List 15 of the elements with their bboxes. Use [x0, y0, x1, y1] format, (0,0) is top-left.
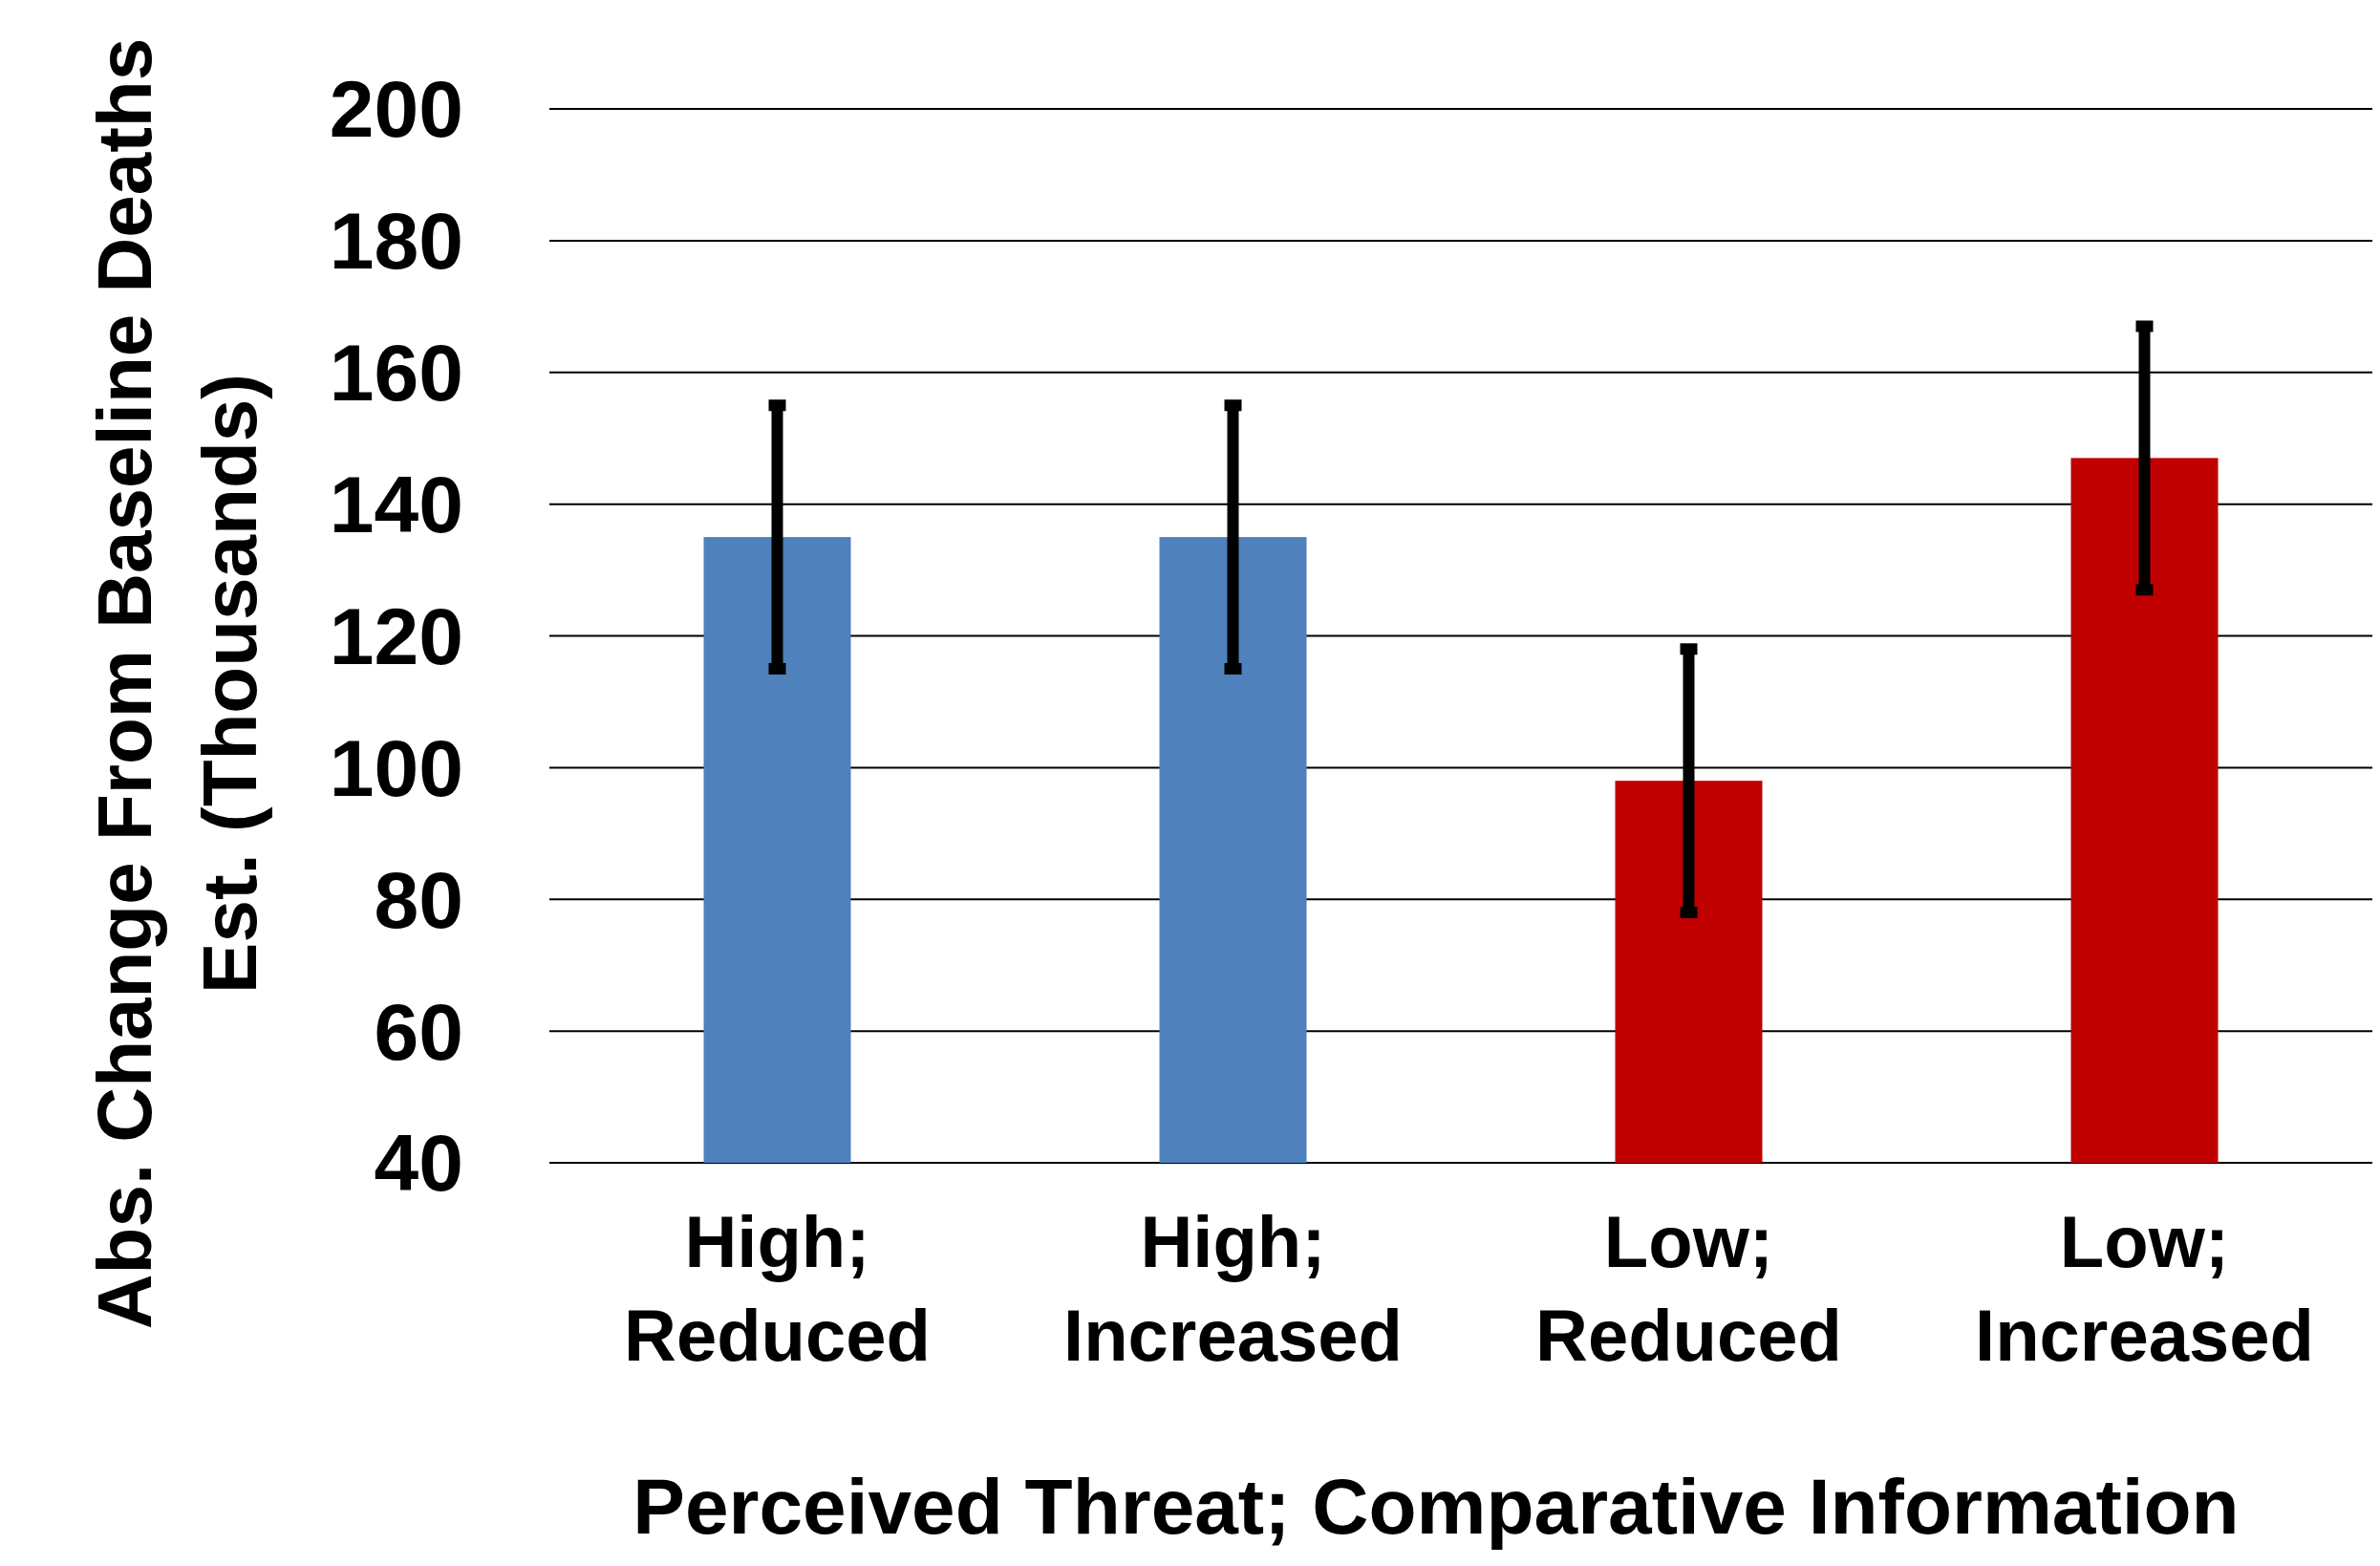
x-tick-label: Low; Increased — [1975, 1201, 2314, 1376]
y-tick-label: 60 — [374, 986, 463, 1077]
x-tick-label: High; Reduced — [624, 1201, 931, 1376]
y-tick-label: 40 — [374, 1118, 463, 1209]
y-tick-label: 140 — [329, 460, 463, 550]
y-tick-label: 200 — [329, 64, 463, 155]
x-axis-title: Perceived Threat; Comparative Information — [633, 1463, 2240, 1550]
y-tick-label: 120 — [329, 590, 463, 681]
y-tick-label: 180 — [329, 196, 463, 287]
y-tick-label: 160 — [329, 328, 463, 418]
y-tick-label: 100 — [329, 722, 463, 813]
x-tick-label: High; Increased — [1063, 1201, 1403, 1376]
y-tick-label: 80 — [374, 854, 463, 945]
x-tick-label: Low; Reduced — [1535, 1201, 1842, 1376]
y-axis-title: Abs. Change From Baseline Deaths Est. (Thousands) — [82, 37, 272, 1330]
